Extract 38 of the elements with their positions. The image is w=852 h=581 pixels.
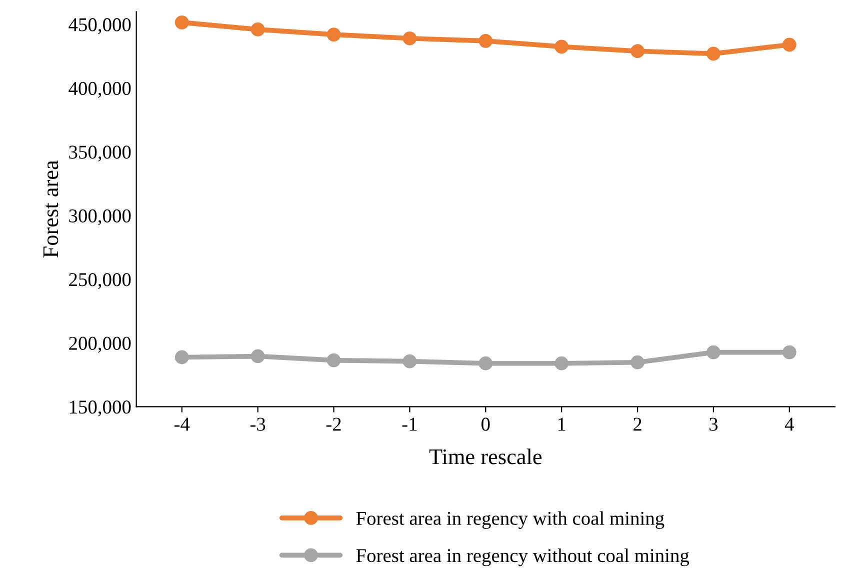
x-tick-label: 0 bbox=[482, 418, 490, 431]
y-tick-label: 250,000 bbox=[69, 273, 131, 289]
point bbox=[402, 354, 417, 368]
x-tick-label: 1 bbox=[558, 418, 566, 431]
point bbox=[706, 345, 720, 360]
y-tick-label: 300,000 bbox=[69, 209, 131, 226]
y-tick-label: 450,000 bbox=[68, 18, 131, 34]
legend-label: Forest area in regency without coal mining bbox=[356, 548, 690, 566]
x-tick-label: -3 bbox=[250, 418, 266, 431]
y-tick-label: 150,000 bbox=[70, 400, 131, 416]
point bbox=[554, 40, 569, 54]
x-tick-label: 2 bbox=[634, 418, 642, 431]
point bbox=[326, 353, 341, 368]
x-tick-label: -2 bbox=[326, 418, 341, 431]
x-tick-label: 3 bbox=[710, 418, 718, 431]
legend-label: Forest area in regency with coal mining bbox=[356, 511, 664, 529]
y-tick-label: 400,000 bbox=[68, 82, 131, 98]
y-axis-title: Forest area bbox=[43, 160, 58, 258]
point bbox=[174, 350, 189, 364]
x-tick-label: 4 bbox=[784, 418, 794, 431]
y-tick-label: 350,000 bbox=[69, 146, 131, 162]
point bbox=[554, 356, 569, 370]
point bbox=[478, 34, 493, 48]
x-axis-title: Time rescale bbox=[429, 448, 542, 464]
y-tick-label: 200,000 bbox=[69, 336, 131, 353]
point bbox=[630, 355, 644, 370]
x-tick-label: -1 bbox=[402, 418, 417, 431]
point bbox=[630, 44, 644, 58]
point bbox=[250, 349, 265, 364]
point bbox=[706, 46, 720, 61]
point bbox=[402, 31, 417, 46]
point bbox=[782, 345, 796, 360]
point bbox=[250, 22, 265, 36]
x-tick-label: -4 bbox=[174, 418, 190, 431]
point bbox=[782, 38, 796, 52]
point bbox=[174, 16, 189, 30]
point bbox=[326, 28, 341, 42]
point bbox=[478, 356, 493, 370]
